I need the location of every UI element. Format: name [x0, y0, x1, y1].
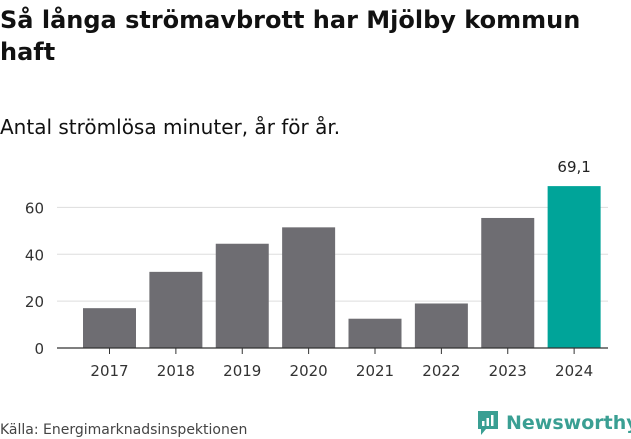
- bar-2021: [348, 318, 402, 348]
- x-tick-label: 2019: [223, 362, 261, 380]
- bar-2017: [83, 308, 136, 348]
- bar-2020: [282, 227, 336, 348]
- x-tick-label: 2017: [90, 362, 128, 380]
- chart-title-line-2: haft: [0, 38, 56, 66]
- chart-title: Så långa strömavbrott har Mjölby kommun …: [0, 4, 631, 68]
- y-tick-label: 60: [25, 199, 44, 217]
- y-tick-label: 40: [25, 246, 44, 264]
- chart-subtitle: Antal strömlösa minuter, år för år.: [0, 115, 341, 139]
- brand-name: Newsworthy: [506, 412, 631, 434]
- x-tick-label: 2022: [422, 362, 460, 380]
- y-tick-label: 0: [34, 340, 44, 358]
- source-note: Källa: Energimarknadsinspektionen: [0, 422, 248, 438]
- x-tick-label: 2024: [555, 362, 593, 380]
- y-tick-label: 20: [25, 293, 44, 311]
- brand-logo[interactable]: Newsworthy: [476, 408, 631, 438]
- bar-2024: [547, 186, 601, 348]
- x-tick-label: 2021: [356, 362, 394, 380]
- data-label-2024: 69,1: [557, 158, 590, 176]
- newsworthy-logo-icon: [478, 411, 498, 435]
- bar-2019: [215, 243, 269, 348]
- x-tick-label: 2018: [157, 362, 195, 380]
- bar-2022: [414, 303, 468, 348]
- x-tick-label: 2020: [290, 362, 328, 380]
- bar-2023: [481, 217, 535, 348]
- bar-2018: [149, 271, 203, 348]
- x-tick-label: 2023: [489, 362, 527, 380]
- chart-title-line-1: Så långa strömavbrott har Mjölby kommun: [0, 6, 581, 34]
